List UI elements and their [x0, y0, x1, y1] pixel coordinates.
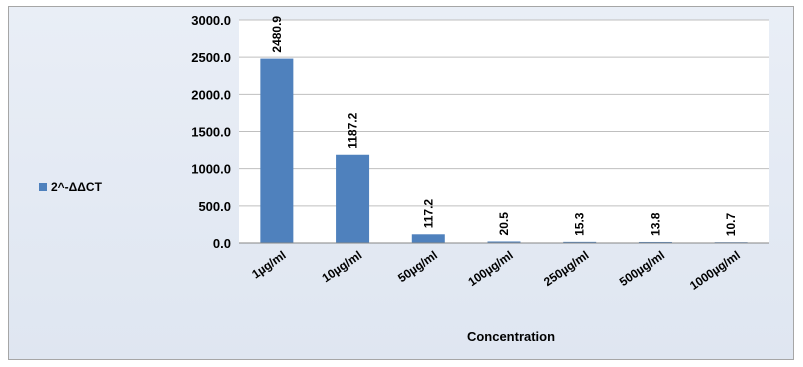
y-tick-label: 500.0: [198, 199, 231, 214]
y-axis-ticks: 0.0 500.0 1000.0 1500.0 2000.0 2500.0 3000.0: [191, 13, 231, 251]
data-label: 10.7: [724, 213, 738, 237]
x-tick-label: 1µg/ml: [249, 248, 288, 281]
x-axis-categories: 1µg/ml 10µg/ml 50µg/ml 100µg/ml 250µg/ml 500µ…: [249, 248, 743, 293]
y-tick-label: 0.0: [213, 236, 231, 251]
bar-chart: 0.0 500.0 1000.0 1500.0 2000.0 2500.0 3000.0 2…: [39, 13, 769, 344]
gridlines: [239, 19, 769, 207]
data-label: 117.2: [421, 199, 435, 229]
y-tick-label: 2000.0: [191, 87, 231, 102]
x-tick-label: 250µg/ml: [541, 248, 591, 289]
x-tick-label: 100µg/ml: [465, 248, 515, 289]
bar: [638, 241, 672, 243]
y-tick-label: 3000.0: [191, 13, 231, 28]
bars: [260, 58, 748, 244]
x-tick-label: 10µg/ml: [319, 248, 364, 285]
y-tick-label: 1500.0: [191, 125, 231, 140]
data-label: 15.3: [573, 212, 587, 236]
x-tick-label: 500µg/ml: [617, 248, 667, 289]
bar: [487, 241, 521, 243]
legend-swatch: [39, 183, 47, 191]
bar: [563, 241, 597, 243]
data-labels: 2480.9 1187.2 117.2 20.5 15.3 13.8 10.7: [270, 16, 738, 237]
y-tick-label: 2500.0: [191, 50, 231, 65]
chart-frame: 0.0 500.0 1000.0 1500.0 2000.0 2500.0 3000.0 2…: [8, 6, 794, 360]
bar: [411, 234, 445, 243]
x-tick-label: 1000µg/ml: [687, 248, 743, 293]
data-label: 1187.2: [346, 112, 360, 148]
legend: 2^-ΔΔCT: [39, 180, 103, 194]
data-label: 2480.9: [270, 16, 284, 53]
legend-label: 2^-ΔΔCT: [51, 180, 103, 194]
bar: [260, 58, 294, 244]
data-label: 20.5: [497, 212, 511, 236]
x-axis-title: Concentration: [467, 329, 555, 344]
bar: [336, 154, 370, 243]
data-label: 13.8: [648, 212, 662, 236]
y-tick-label: 1000.0: [191, 162, 231, 177]
x-tick-label: 50µg/ml: [395, 248, 440, 285]
